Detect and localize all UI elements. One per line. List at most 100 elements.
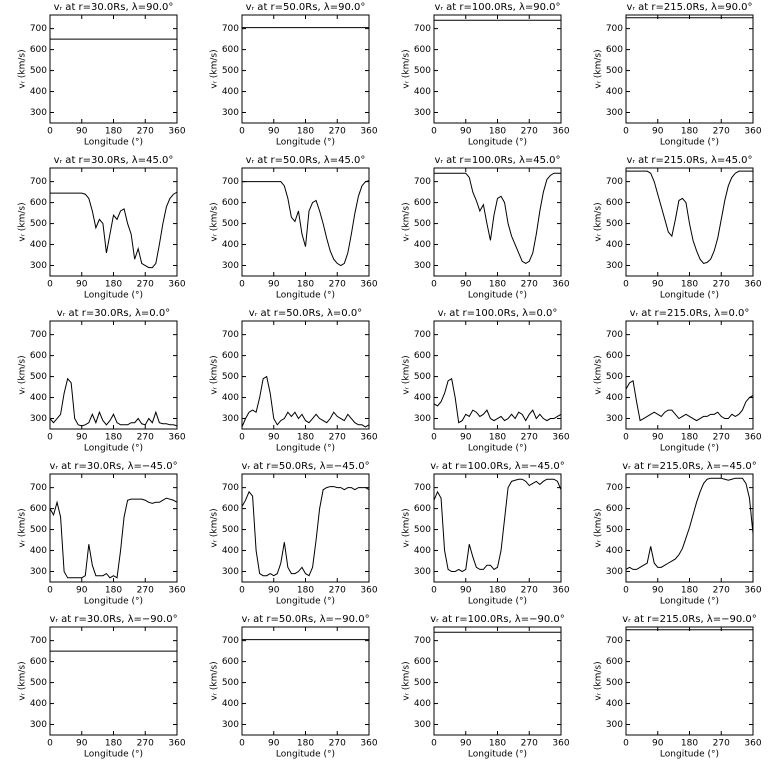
x-axis-label: Longitude (°)	[276, 291, 335, 301]
y-tick-label: 500	[606, 525, 623, 535]
data-line	[241, 375, 370, 428]
y-tick-label: 400	[30, 87, 47, 97]
x-tick-label: 90	[76, 280, 88, 290]
y-tick-label: 600	[222, 504, 239, 514]
x-tick-label: 180	[297, 433, 314, 443]
y-axis-label: vᵣ (km/s)	[210, 202, 220, 241]
y-tick-label: 700	[606, 330, 623, 340]
data-line	[49, 497, 178, 579]
x-tick-label: 90	[460, 433, 472, 443]
y-tick-label: 600	[606, 351, 623, 361]
x-tick-label: 180	[489, 586, 506, 596]
y-tick-label: 700	[222, 177, 239, 187]
y-tick-label: 300	[606, 720, 623, 730]
y-tick-label: 600	[222, 351, 239, 361]
x-tick-label: 0	[47, 739, 53, 749]
x-tick-label: 180	[681, 127, 698, 137]
x-tick-label: 270	[329, 739, 346, 749]
chart-title: vᵣ at r=100.0Rs, λ=45.0°	[434, 155, 560, 166]
chart-title: vᵣ at r=30.0Rs, λ=0.0°	[57, 308, 170, 319]
plot-frame	[433, 473, 562, 583]
plot-frame	[241, 14, 370, 124]
x-tick-label: 0	[239, 280, 245, 290]
x-tick-label: 360	[552, 433, 569, 443]
panel: vᵣ at r=50.0Rs, λ=45.0° Longitude (°) vᵣ (…	[210, 155, 378, 301]
y-tick-label: 400	[414, 87, 431, 97]
y-tick-label: 300	[414, 108, 431, 118]
y-tick-label: 400	[222, 546, 239, 556]
y-tick-label: 500	[414, 678, 431, 688]
x-axis-label: Longitude (°)	[84, 291, 143, 301]
x-tick-label: 270	[137, 127, 154, 137]
x-tick-label: 360	[168, 739, 185, 749]
y-tick-label: 700	[414, 24, 431, 34]
plot-frame	[49, 320, 178, 430]
x-tick-label: 90	[268, 586, 280, 596]
plot-frame	[241, 320, 370, 430]
y-tick-label: 700	[606, 177, 623, 187]
chart-title: vᵣ at r=100.0Rs, λ=90.0°	[434, 2, 560, 13]
y-tick-label: 400	[30, 699, 47, 709]
x-tick-label: 90	[76, 127, 88, 137]
x-axis-label: Longitude (°)	[84, 138, 143, 148]
x-tick-label: 90	[460, 280, 472, 290]
plot-frame	[241, 167, 370, 277]
y-tick-label: 300	[222, 567, 239, 577]
x-tick-label: 180	[105, 433, 122, 443]
x-tick-label: 360	[360, 433, 377, 443]
x-tick-label: 180	[489, 280, 506, 290]
y-axis-label: vᵣ (km/s)	[210, 355, 220, 394]
chart-title: vᵣ at r=50.0Rs, λ=0.0°	[249, 308, 362, 319]
plot-frame	[433, 14, 562, 124]
x-tick-label: 90	[652, 739, 664, 749]
panel: vᵣ at r=50.0Rs, λ=−45.0° Longitude (°) vᵣ …	[210, 461, 378, 607]
panel: vᵣ at r=30.0Rs, λ=0.0° Longitude (°) vᵣ (k…	[18, 308, 186, 454]
panel: vᵣ at r=30.0Rs, λ=−45.0° Longitude (°) vᵣ …	[18, 461, 186, 607]
y-tick-label: 600	[414, 657, 431, 667]
y-tick-label: 300	[414, 720, 431, 730]
y-tick-label: 300	[414, 261, 431, 271]
x-tick-label: 360	[168, 586, 185, 596]
y-tick-label: 500	[606, 219, 623, 229]
y-tick-label: 600	[30, 351, 47, 361]
x-tick-label: 270	[521, 433, 538, 443]
y-tick-label: 300	[606, 414, 623, 424]
y-tick-label: 400	[222, 240, 239, 250]
y-axis-label: vᵣ (km/s)	[18, 202, 28, 241]
x-tick-label: 270	[713, 433, 730, 443]
data-line	[625, 379, 754, 422]
y-tick-label: 300	[606, 261, 623, 271]
y-tick-label: 600	[30, 198, 47, 208]
y-tick-label: 700	[606, 24, 623, 34]
x-axis-label: Longitude (°)	[660, 444, 719, 454]
y-tick-label: 600	[606, 504, 623, 514]
y-tick-label: 700	[414, 483, 431, 493]
x-tick-label: 90	[268, 280, 280, 290]
x-tick-label: 270	[137, 739, 154, 749]
x-tick-label: 180	[297, 586, 314, 596]
x-tick-label: 270	[521, 127, 538, 137]
y-axis-label: vᵣ (km/s)	[594, 49, 604, 88]
chart-title: vᵣ at r=30.0Rs, λ=−90.0°	[49, 614, 177, 625]
y-tick-label: 700	[414, 330, 431, 340]
y-axis-label: vᵣ (km/s)	[402, 202, 412, 241]
panel: vᵣ at r=100.0Rs, λ=−45.0° Longitude (°) vᵣ…	[402, 461, 570, 607]
y-tick-label: 700	[30, 177, 47, 187]
x-tick-label: 180	[297, 739, 314, 749]
y-tick-label: 300	[222, 414, 239, 424]
panel: vᵣ at r=100.0Rs, λ=0.0° Longitude (°) vᵣ (…	[402, 308, 570, 454]
y-tick-label: 300	[30, 720, 47, 730]
data-line	[50, 191, 178, 269]
y-tick-label: 500	[606, 678, 623, 688]
y-tick-label: 500	[222, 525, 239, 535]
y-axis-label: vᵣ (km/s)	[594, 355, 604, 394]
data-line	[625, 477, 754, 570]
x-tick-label: 270	[137, 280, 154, 290]
y-tick-label: 300	[222, 261, 239, 271]
chart-title: vᵣ at r=50.0Rs, λ=90.0°	[246, 2, 366, 13]
x-axis-label: Longitude (°)	[84, 444, 143, 454]
chart-title: vᵣ at r=100.0Rs, λ=0.0°	[438, 308, 558, 319]
plot-frame	[49, 626, 178, 736]
x-tick-label: 90	[268, 433, 280, 443]
y-tick-label: 300	[414, 414, 431, 424]
